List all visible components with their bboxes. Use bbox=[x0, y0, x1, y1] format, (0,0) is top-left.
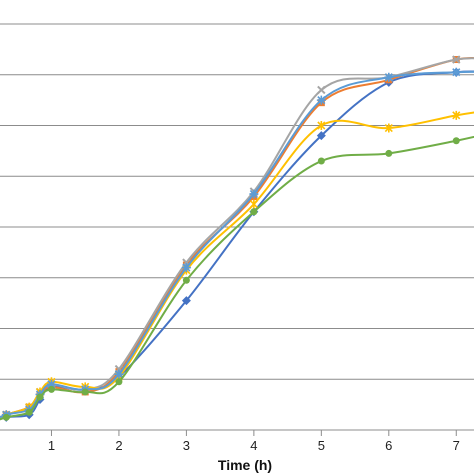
asterisk-marker bbox=[249, 199, 258, 209]
series-line bbox=[0, 135, 474, 421]
asterisk-marker bbox=[384, 123, 393, 133]
data-series bbox=[0, 55, 474, 422]
circle-marker bbox=[25, 408, 33, 416]
series-line bbox=[0, 57, 474, 418]
star-marker bbox=[114, 369, 124, 379]
circle-marker bbox=[2, 413, 10, 421]
series-6 bbox=[0, 135, 474, 421]
asterisk-marker bbox=[452, 110, 461, 120]
series-line bbox=[0, 70, 474, 421]
circle-marker bbox=[182, 276, 190, 284]
tick-labels: 1 2 3 4 5 6 7 bbox=[48, 438, 460, 453]
x-axis bbox=[50, 430, 457, 436]
diamond-marker bbox=[316, 131, 326, 141]
series-3 bbox=[0, 55, 474, 419]
star-marker bbox=[384, 72, 394, 82]
x-axis-title: Time (h) bbox=[218, 457, 272, 473]
series-line bbox=[0, 57, 474, 419]
circle-marker bbox=[452, 137, 460, 145]
star-marker bbox=[46, 379, 56, 389]
series-1 bbox=[0, 67, 474, 422]
asterisk-marker bbox=[317, 121, 326, 130]
series-2 bbox=[0, 56, 474, 419]
x-tick-label: 5 bbox=[318, 438, 325, 453]
series-4 bbox=[0, 110, 474, 420]
x-tick-label: 2 bbox=[115, 438, 122, 453]
x-marker bbox=[317, 85, 326, 95]
circle-marker bbox=[385, 149, 393, 157]
x-tick-label: 4 bbox=[250, 438, 257, 453]
star-marker bbox=[316, 95, 326, 105]
x-tick-label: 1 bbox=[48, 438, 55, 453]
x-tick-label: 6 bbox=[385, 438, 392, 453]
x-tick-label: 3 bbox=[183, 438, 190, 453]
star-marker bbox=[249, 189, 259, 199]
circle-marker bbox=[36, 393, 44, 401]
diamond-marker bbox=[181, 296, 191, 306]
star-marker bbox=[181, 263, 191, 273]
circle-marker bbox=[250, 208, 258, 216]
star-marker bbox=[451, 67, 461, 77]
series-5 bbox=[0, 67, 474, 420]
x-marker bbox=[452, 55, 461, 64]
circle-marker bbox=[317, 157, 325, 165]
circle-marker bbox=[115, 378, 123, 386]
series-line bbox=[0, 70, 474, 419]
circle-marker bbox=[47, 385, 55, 393]
series-line bbox=[0, 111, 474, 419]
x-tick-label: 7 bbox=[453, 438, 460, 453]
circle-marker bbox=[81, 388, 89, 396]
